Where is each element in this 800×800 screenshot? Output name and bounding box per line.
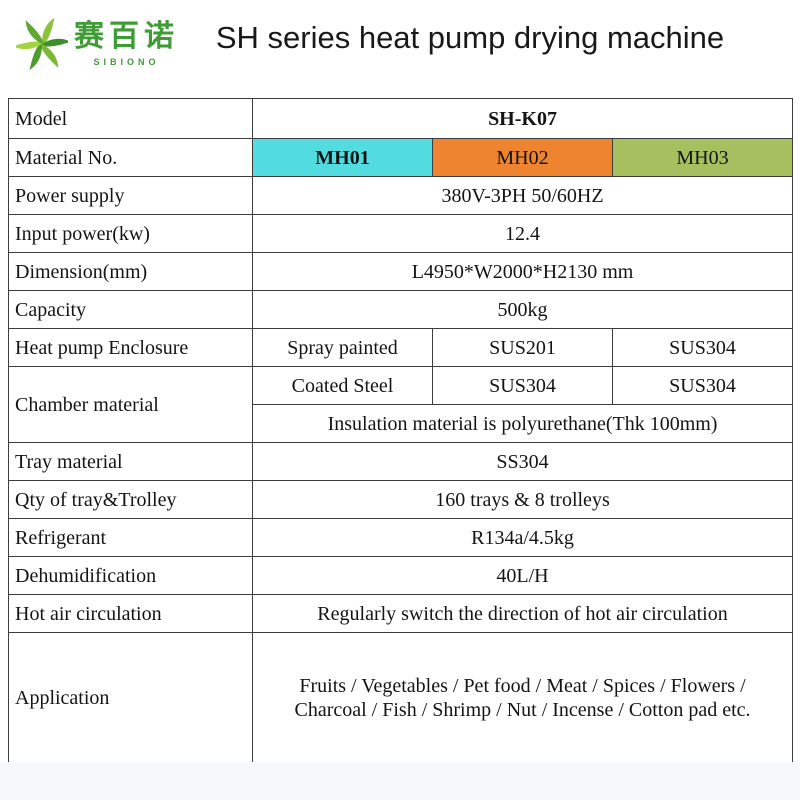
table-row-tray: Tray material SS304 — [8, 442, 794, 481]
row-label-dimension: Dimension(mm) — [8, 252, 253, 291]
cell-capacity-value: 500kg — [251, 290, 794, 329]
row-label-hot-air: Hot air circulation — [8, 594, 253, 633]
table-row-refrigerant: Refrigerant R134a/4.5kg — [8, 518, 794, 557]
cell-refrigerant-value: R134a/4.5kg — [251, 518, 794, 557]
table-row-capacity: Capacity 500kg — [8, 290, 794, 329]
cell-dehumidification-value: 40L/H — [251, 556, 794, 595]
cell-chamber-mh01: Coated Steel — [252, 366, 433, 405]
application-line-2: Charcoal / Fish / Shrimp / Nut / Incense… — [294, 698, 751, 721]
table-row-dehumidification: Dehumidification 40L/H — [8, 556, 794, 595]
table-row-model: Model SH-K07 — [8, 98, 794, 139]
material-mh01-cell: MH01 — [252, 138, 433, 177]
spec-table: Model SH-K07 Material No. MH01 MH02 MH03… — [8, 98, 794, 763]
brand-name-chinese: 赛百诺 — [74, 20, 179, 53]
table-row-material-no: Material No. MH01 MH02 MH03 — [8, 138, 794, 177]
table-row-qty: Qty of tray&Trolley 160 trays & 8 trolle… — [8, 480, 794, 519]
row-label-power-supply: Power supply — [8, 176, 253, 215]
cell-chamber-mh03: SUS304 — [611, 366, 794, 405]
row-label-input-power: Input power(kw) — [8, 214, 253, 253]
brand-name-latin: SIBIONO — [93, 57, 160, 67]
cell-power-supply-value: 380V-3PH 50/60HZ — [251, 176, 794, 215]
row-label-application: Application — [8, 632, 253, 763]
brand-logo: 赛百诺 SIBIONO — [16, 12, 179, 70]
row-label-tray: Tray material — [8, 442, 253, 481]
table-row-chamber: Chamber material Coated Steel SUS304 SUS… — [8, 366, 794, 443]
cell-enclosure-mh03: SUS304 — [611, 328, 794, 367]
cell-dimension-value: L4950*W2000*H2130 mm — [251, 252, 794, 291]
material-mh03-cell: MH03 — [611, 138, 794, 177]
row-label-model: Model — [8, 98, 253, 139]
cell-hot-air-value: Regularly switch the direction of hot ai… — [251, 594, 794, 633]
cell-enclosure-mh02: SUS201 — [432, 328, 613, 367]
row-label-refrigerant: Refrigerant — [8, 518, 253, 557]
cell-application-value: Fruits / Vegetables / Pet food / Meat / … — [251, 632, 794, 763]
leaf-star-logo-icon — [16, 18, 68, 70]
table-row-dimension: Dimension(mm) L4950*W2000*H2130 mm — [8, 252, 794, 291]
application-line-1: Fruits / Vegetables / Pet food / Meat / … — [299, 674, 746, 697]
table-row-enclosure: Heat pump Enclosure Spray painted SUS201… — [8, 328, 794, 367]
cell-insulation-note: Insulation material is polyurethane(Thk … — [251, 404, 794, 443]
row-label-dehumidification: Dehumidification — [8, 556, 253, 595]
table-row-application: Application Fruits / Vegetables / Pet fo… — [8, 632, 794, 763]
row-label-capacity: Capacity — [8, 290, 253, 329]
cell-tray-value: SS304 — [251, 442, 794, 481]
row-label-qty: Qty of tray&Trolley — [8, 480, 253, 519]
page-bottom-strip — [0, 762, 800, 800]
row-label-enclosure: Heat pump Enclosure — [8, 328, 253, 367]
cell-qty-value: 160 trays & 8 trolleys — [251, 480, 794, 519]
material-mh02-cell: MH02 — [432, 138, 613, 177]
cell-model-value: SH-K07 — [251, 98, 794, 139]
page-header: 赛百诺 SIBIONO SH series heat pump drying m… — [0, 0, 800, 98]
table-row-hot-air: Hot air circulation Regularly switch the… — [8, 594, 794, 633]
row-label-material-no: Material No. — [8, 138, 253, 177]
cell-input-power-value: 12.4 — [251, 214, 794, 253]
row-label-chamber: Chamber material — [8, 366, 253, 443]
table-row-input-power: Input power(kw) 12.4 — [8, 214, 794, 253]
page-title: SH series heat pump drying machine — [215, 20, 725, 55]
table-row-insulation: Insulation material is polyurethane(Thk … — [9, 404, 794, 443]
table-row-power-supply: Power supply 380V-3PH 50/60HZ — [8, 176, 794, 215]
cell-chamber-mh02: SUS304 — [432, 366, 613, 405]
cell-enclosure-mh01: Spray painted — [252, 328, 433, 367]
